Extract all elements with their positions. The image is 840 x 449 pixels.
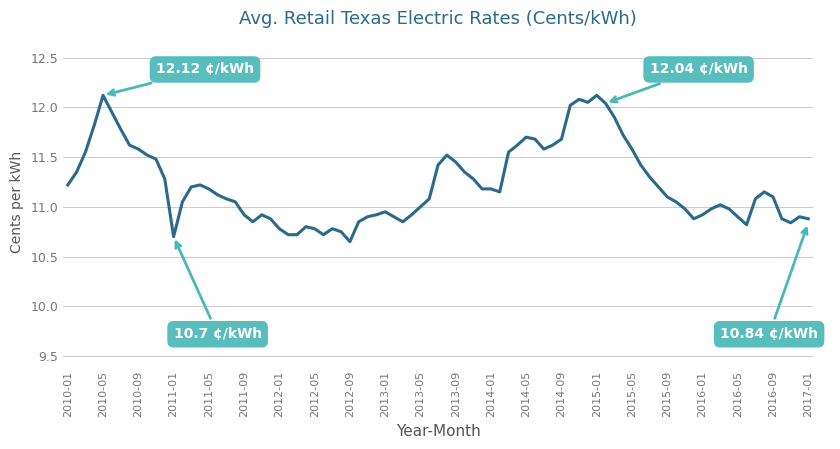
Text: 12.12 ¢/kWh: 12.12 ¢/kWh	[108, 62, 254, 95]
Text: 10.84 ¢/kWh: 10.84 ¢/kWh	[720, 228, 818, 341]
Title: Avg. Retail Texas Electric Rates (Cents/kWh): Avg. Retail Texas Electric Rates (Cents/…	[239, 10, 637, 28]
Text: 12.04 ¢/kWh: 12.04 ¢/kWh	[611, 62, 748, 102]
Y-axis label: Cents per kWh: Cents per kWh	[10, 151, 24, 253]
Text: 10.7 ¢/kWh: 10.7 ¢/kWh	[174, 242, 262, 341]
X-axis label: Year-Month: Year-Month	[396, 424, 480, 439]
